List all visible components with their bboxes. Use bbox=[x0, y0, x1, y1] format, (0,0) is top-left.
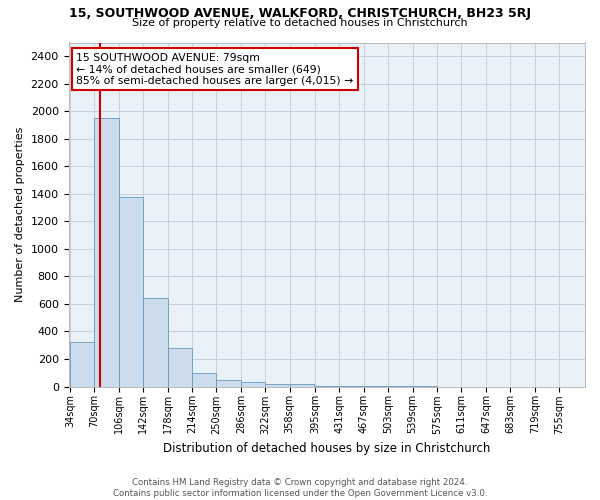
Bar bbox=[290, 384, 314, 386]
Y-axis label: Number of detached properties: Number of detached properties bbox=[15, 127, 25, 302]
Bar bbox=[192, 373, 217, 386]
Bar bbox=[70, 342, 94, 386]
Bar bbox=[143, 298, 167, 386]
Text: Contains HM Land Registry data © Crown copyright and database right 2024.
Contai: Contains HM Land Registry data © Crown c… bbox=[113, 478, 487, 498]
Bar bbox=[167, 348, 192, 387]
X-axis label: Distribution of detached houses by size in Christchurch: Distribution of detached houses by size … bbox=[163, 442, 490, 455]
Bar bbox=[265, 384, 290, 386]
Text: 15 SOUTHWOOD AVENUE: 79sqm
← 14% of detached houses are smaller (649)
85% of sem: 15 SOUTHWOOD AVENUE: 79sqm ← 14% of deta… bbox=[76, 53, 353, 86]
Text: Size of property relative to detached houses in Christchurch: Size of property relative to detached ho… bbox=[132, 18, 468, 28]
Bar bbox=[119, 196, 143, 386]
Bar bbox=[241, 382, 265, 386]
Bar bbox=[94, 118, 119, 386]
Text: 15, SOUTHWOOD AVENUE, WALKFORD, CHRISTCHURCH, BH23 5RJ: 15, SOUTHWOOD AVENUE, WALKFORD, CHRISTCH… bbox=[69, 8, 531, 20]
Bar bbox=[217, 380, 241, 386]
